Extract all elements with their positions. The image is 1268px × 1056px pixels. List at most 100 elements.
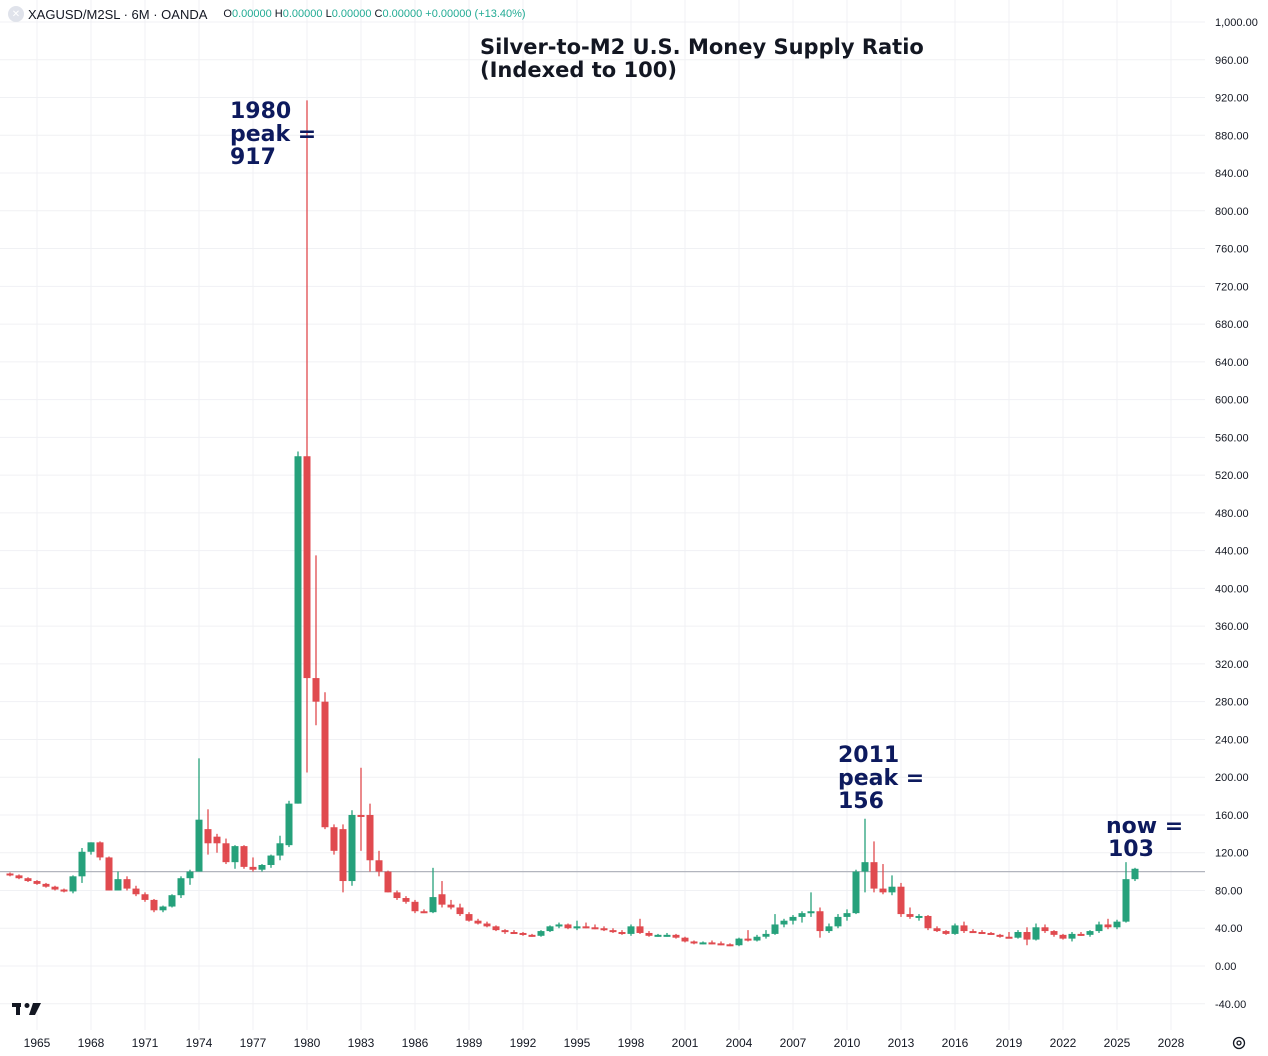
candle-body [465,914,473,921]
candle-body [771,924,779,934]
candle-1993 [537,930,545,937]
candle-body [150,899,158,911]
candle-1986.5 [420,909,428,914]
y-tick-label: -40.00 [1215,999,1246,1011]
candle-body [546,926,554,932]
candle-body [1131,868,1139,880]
candle-body [213,836,221,844]
candle-2009 [825,923,833,933]
candle-2020 [1023,927,1031,946]
candle-1969 [105,856,113,891]
candle-2014 [915,914,923,921]
candle-body [582,926,590,929]
candle-2001 [681,936,689,943]
settings-icon[interactable] [1232,1036,1246,1050]
candle-body [123,879,131,889]
candle-1970 [123,876,131,891]
candle-1992 [519,932,527,936]
candle-body [456,907,464,915]
candle-body [276,843,284,856]
candle-1995 [573,920,581,931]
candle-body [1068,933,1076,939]
x-tick-label: 1980 [294,1036,321,1050]
candle-body [204,829,212,844]
candle-body [735,938,743,946]
candle-2016 [951,923,959,935]
candle-2021 [1041,924,1049,933]
candle-1991.5 [510,930,518,935]
candle-body [114,879,122,891]
annotation-now: now = 103 [1106,814,1184,862]
candle-body [996,934,1004,937]
change-value: +0.00000 (+13.40%) [425,8,526,20]
candle-body [726,944,734,947]
candle-1980.5 [312,555,320,726]
candle-1973 [177,876,185,899]
candle-2003 [717,941,725,946]
candle-body [384,871,392,893]
y-tick-label: 200.00 [1215,772,1249,784]
candle-body [1122,879,1130,922]
candle-body [60,889,68,892]
candle-body [96,842,104,858]
candle-1988 [447,899,455,910]
candle-1966 [51,885,59,891]
candle-body [933,928,941,932]
x-tick-label: 1971 [132,1036,159,1050]
candle-2000.5 [672,933,680,939]
ohlc-readout: O0.00000 H0.00000 L0.00000 C0.00000 +0.0… [223,8,526,20]
candle-2012 [879,864,887,895]
candle-body [906,914,914,917]
y-tick-label: 440.00 [1215,546,1249,558]
annotation-2011-peak: 2011 peak = 156 [838,743,925,814]
candle-1978.5 [276,835,284,861]
candle-2011.5 [870,841,878,893]
candle-body [1023,932,1031,940]
candle-body [645,932,653,936]
candle-2006.5 [780,918,788,928]
candle-body [519,932,527,935]
y-tick-label: 520.00 [1215,470,1249,482]
candle-body [798,913,806,917]
x-axis[interactable]: 1965 1968 1971 1974 1977 1980 1983 1986 1989 1992… [24,1036,1185,1050]
candle-body [636,926,644,933]
y-tick-label: 960.00 [1215,55,1249,67]
candle-body [555,924,563,927]
candle-body [69,876,77,892]
candle-body [843,913,851,917]
y-tick-label: 640.00 [1215,357,1249,369]
candle-body [510,932,518,935]
candle-1977 [249,857,257,872]
candle-body [942,931,950,934]
y-axis[interactable]: -40.00 0.00 40.00 80.00 120.00 160.00 200.00 24… [1215,17,1258,1011]
candle-body [1095,924,1103,932]
x-tick-label: 2028 [1158,1036,1185,1050]
candle-body [708,942,716,945]
candle-2026 [1131,867,1139,882]
candle-1970.5 [132,885,140,897]
candle-1988.5 [456,903,464,916]
candle-1967.5 [78,848,86,883]
candle-body [951,925,959,934]
close-icon[interactable]: ✕ [8,6,24,22]
candle-1964.5 [24,877,32,882]
candle-2019 [1005,932,1013,939]
candle-body [375,860,383,872]
candle-body [87,842,95,852]
candle-body [312,678,320,702]
symbol-label[interactable]: XAGUSD/M2SL · 6M · OANDA [28,6,208,22]
candle-1976.5 [240,845,248,869]
y-tick-label: 1,000.00 [1215,17,1258,29]
candle-body [195,819,203,872]
tradingview-logo[interactable] [12,1003,41,1015]
candle-body [357,814,365,817]
candle-body [240,846,248,867]
y-tick-label: 920.00 [1215,93,1249,105]
candle-body [978,932,986,935]
candle-1965.5 [42,882,50,888]
candle-1984 [375,850,383,877]
candle-1999.5 [654,933,662,937]
candle-1975 [213,833,221,853]
candle-body [177,878,185,896]
